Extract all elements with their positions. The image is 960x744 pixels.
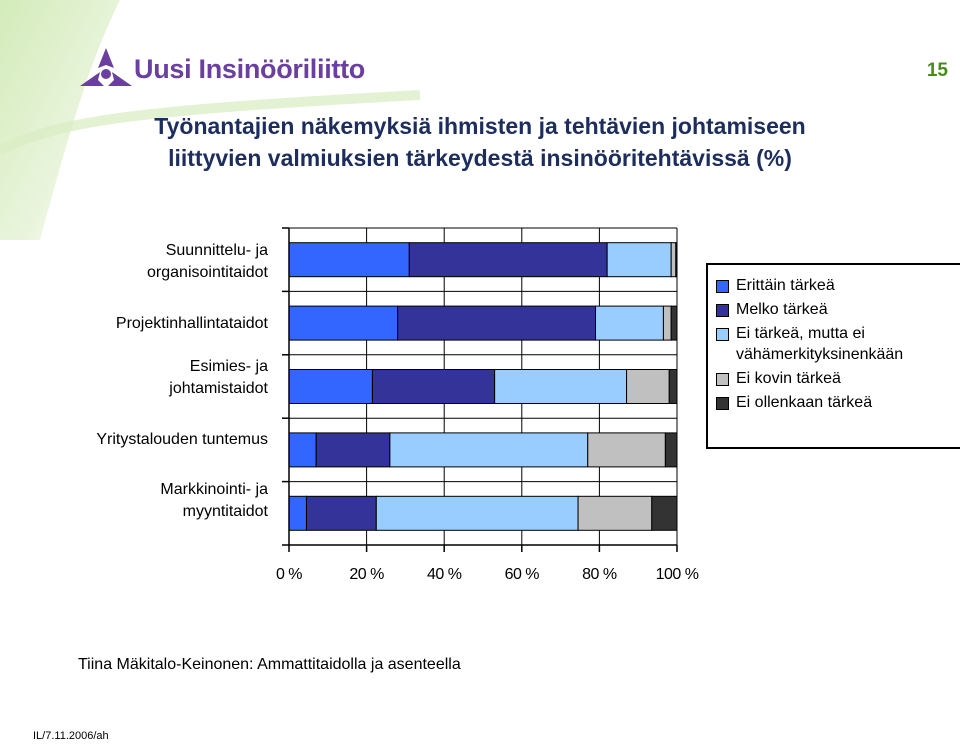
- date-text: IL/7.11.2006/ah: [33, 730, 109, 742]
- bar-segment: [670, 305, 678, 341]
- page-number: 15: [926, 60, 948, 81]
- bar-segment: [288, 369, 373, 404]
- x-tick-label: 60 %: [504, 566, 540, 583]
- category-label: Projektinhallintataidot: [28, 313, 268, 335]
- category-label-line: myyntitaidot: [182, 503, 268, 520]
- bar-segment: [389, 432, 589, 468]
- bar-segment: [288, 432, 317, 468]
- bar-segment: [664, 432, 678, 468]
- background-swoosh: [0, 0, 420, 240]
- x-tick-label: 0 %: [275, 566, 303, 583]
- bar-segment: [494, 369, 628, 404]
- category-label: Markkinointi- ja myyntitaidot: [28, 479, 268, 523]
- category-label-line: organisointitaidot: [147, 264, 268, 281]
- category-label-line: Suunnittelu- ja: [165, 242, 268, 259]
- category-label: Suunnittelu- ja organisointitaidot: [28, 240, 268, 284]
- bar-segment: [595, 305, 664, 341]
- source-text: Tiina Mäkitalo-Keinonen: Ammattitaidolla…: [78, 656, 461, 673]
- legend-swatch: [716, 373, 729, 386]
- legend-item: Ei tärkeä, mutta ei vähämerkityksinenkää…: [716, 323, 960, 365]
- legend-label: Erittäin tärkeä: [736, 277, 835, 294]
- bar-segment: [626, 369, 670, 404]
- bar-segment: [288, 305, 399, 341]
- bar-segment: [305, 495, 377, 531]
- slide-title-line-1: Työnantajien näkemyksiä ihmisten ja teht…: [154, 113, 806, 139]
- bar-segment: [587, 432, 666, 468]
- bar-segment: [662, 305, 672, 341]
- legend-swatch: [716, 304, 729, 317]
- category-label: Esimies- ja johtamistaidot: [28, 356, 268, 400]
- legend-label: Ei tärkeä, mutta ei vähämerkityksinenkää…: [736, 325, 904, 363]
- legend-swatch: [716, 397, 729, 410]
- legend-item: Ei ollenkaan tärkeä: [716, 392, 960, 413]
- legend-item: Erittäin tärkeä: [716, 275, 960, 296]
- x-tick-label: 40 %: [426, 566, 462, 583]
- legend-item: Ei kovin tärkeä: [716, 368, 960, 389]
- category-label-line: Esimies- ja: [189, 358, 268, 375]
- category-label-line: Yritystalouden tuntemus: [96, 431, 268, 448]
- x-tick-label: 100 %: [655, 566, 699, 583]
- bar-segment: [375, 495, 579, 531]
- x-tick-label: 20 %: [349, 566, 384, 583]
- uusi-insinooriliitto-logo-icon: [80, 48, 132, 86]
- logo-text: Uusi Insinööriliitto: [134, 54, 365, 84]
- bar-segment: [670, 242, 677, 278]
- category-label: Yritystalouden tuntemus: [28, 429, 268, 451]
- bar-segment: [397, 305, 597, 341]
- legend-item: Melko tärkeä: [716, 299, 960, 320]
- legend-swatch: [716, 280, 729, 293]
- slide-title-line-2: liittyvien valmiuksien tärkeydestä insin…: [168, 145, 792, 171]
- bar-segment: [288, 242, 410, 278]
- bar-segment: [668, 369, 678, 404]
- bar-segment: [577, 495, 653, 531]
- chart-legend: Erittäin tärkeä Melko tärkeä Ei tärkeä, mu…: [706, 263, 960, 449]
- bar-segment: [371, 369, 496, 404]
- category-label-line: Markkinointi- ja: [160, 481, 268, 498]
- bar-segment: [675, 242, 678, 278]
- bar-segment: [606, 242, 672, 278]
- slide-title: Työnantajien näkemyksiä ihmisten ja teht…: [150, 110, 810, 174]
- x-tick-label: 80 %: [582, 566, 617, 583]
- bar-segment: [315, 432, 391, 468]
- category-label-line: johtamistaidot: [169, 380, 268, 397]
- bar-segment: [651, 495, 678, 531]
- legend-label: Melko tärkeä: [736, 301, 828, 318]
- bar-segment: [408, 242, 608, 278]
- bar-segment: [288, 495, 307, 531]
- legend-label: Ei kovin tärkeä: [736, 370, 841, 387]
- legend-label: Ei ollenkaan tärkeä: [736, 394, 873, 411]
- category-label-line: Projektinhallintataidot: [115, 315, 268, 332]
- legend-swatch: [716, 328, 729, 341]
